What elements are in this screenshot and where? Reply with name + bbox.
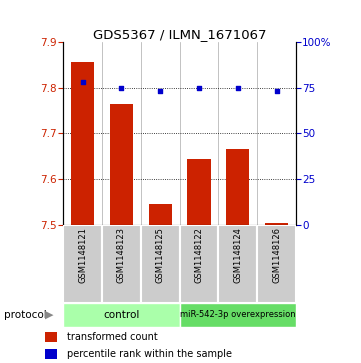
Text: protocol: protocol bbox=[4, 310, 46, 320]
Bar bbox=[149, 204, 172, 225]
Point bbox=[157, 88, 163, 94]
Text: GSM1148123: GSM1148123 bbox=[117, 227, 126, 284]
Bar bbox=[141, 225, 180, 303]
Bar bbox=[180, 303, 296, 327]
Point bbox=[118, 85, 124, 90]
Bar bbox=[110, 103, 133, 225]
Bar bbox=[265, 223, 288, 225]
Point bbox=[80, 79, 86, 85]
Text: miR-542-3p overexpression: miR-542-3p overexpression bbox=[180, 310, 296, 319]
Bar bbox=[187, 159, 211, 225]
Text: GSM1148124: GSM1148124 bbox=[233, 227, 242, 283]
Bar bbox=[45, 349, 57, 359]
Bar bbox=[63, 225, 102, 303]
Bar bbox=[180, 225, 218, 303]
Point bbox=[274, 88, 279, 94]
Point bbox=[196, 85, 202, 90]
Text: GSM1148121: GSM1148121 bbox=[78, 227, 87, 283]
Bar bbox=[226, 150, 249, 225]
Bar bbox=[45, 332, 57, 342]
Text: control: control bbox=[103, 310, 140, 320]
Text: GSM1148126: GSM1148126 bbox=[272, 227, 281, 284]
Text: ▶: ▶ bbox=[44, 310, 53, 320]
Title: GDS5367 / ILMN_1671067: GDS5367 / ILMN_1671067 bbox=[93, 28, 266, 41]
Text: GSM1148122: GSM1148122 bbox=[195, 227, 204, 283]
Text: GSM1148125: GSM1148125 bbox=[156, 227, 165, 283]
Text: transformed count: transformed count bbox=[67, 332, 158, 342]
Point bbox=[235, 85, 241, 90]
Bar bbox=[71, 62, 94, 225]
Text: percentile rank within the sample: percentile rank within the sample bbox=[67, 349, 232, 359]
Bar bbox=[102, 225, 141, 303]
Bar bbox=[257, 225, 296, 303]
Bar bbox=[63, 303, 180, 327]
Bar bbox=[218, 225, 257, 303]
